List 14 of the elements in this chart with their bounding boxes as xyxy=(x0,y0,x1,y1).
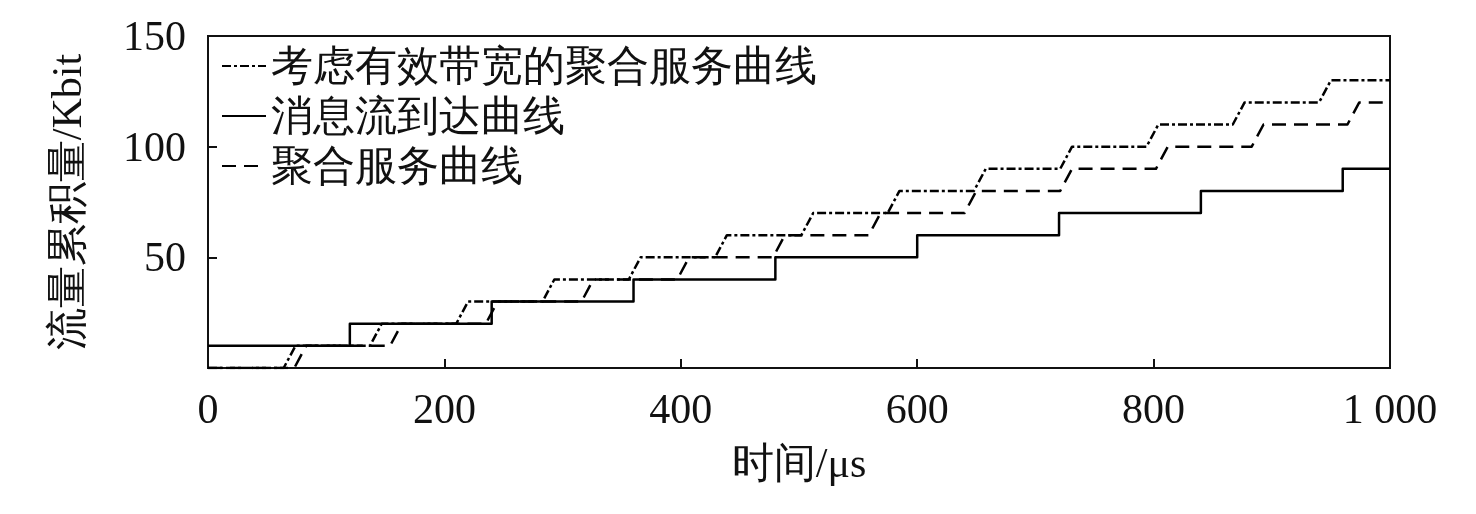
legend-label: 消息流到达曲线 xyxy=(271,93,565,139)
legend-label: 聚合服务曲线 xyxy=(271,143,523,189)
x-tick-label: 800 xyxy=(1122,386,1186,432)
y-tick-label: 100 xyxy=(123,123,186,170)
x-tick-label: 600 xyxy=(885,386,949,432)
x-tick-label: 200 xyxy=(412,386,476,432)
x-tick-label: 0 xyxy=(197,386,219,432)
x-axis-title: 时间/μs xyxy=(731,440,867,486)
y-axis-title: 流量累积量/Kbit xyxy=(44,53,90,351)
y-tick-label: 150 xyxy=(123,13,186,59)
legend-label: 考虑有效带宽的聚合服务曲线 xyxy=(271,43,817,89)
x-tick-label: 1 000 xyxy=(1342,386,1438,432)
y-tick-label: 50 xyxy=(144,234,186,281)
x-tick-label: 400 xyxy=(649,386,713,432)
